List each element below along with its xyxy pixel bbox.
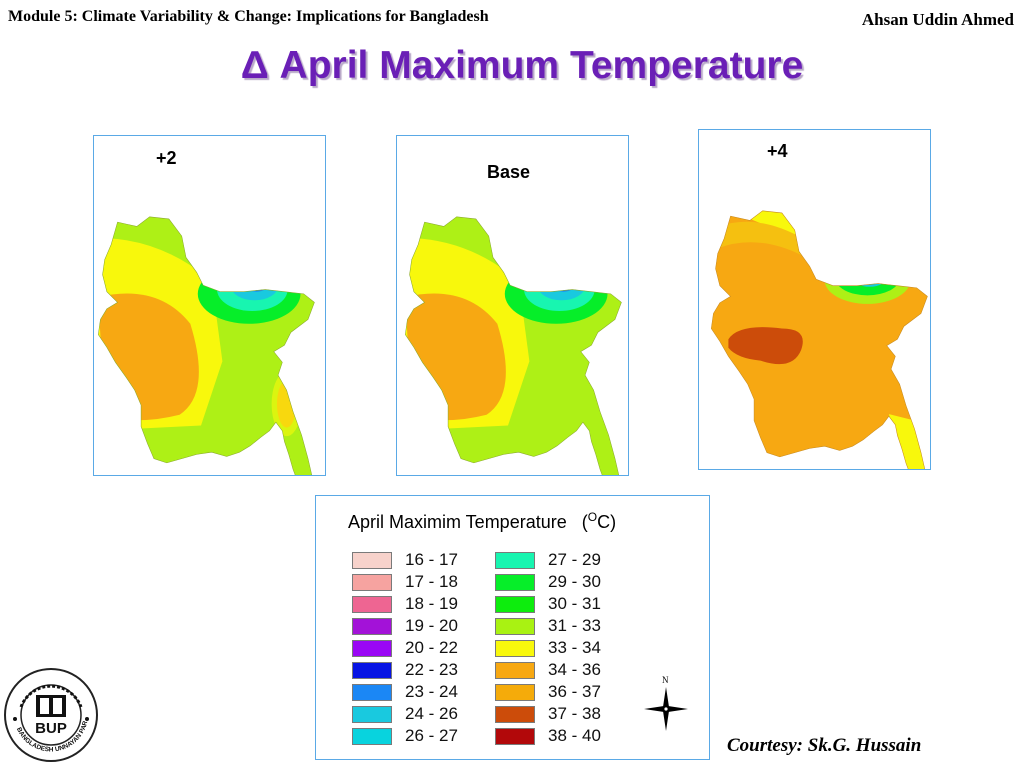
legend-item: 29 - 30 <box>495 572 645 594</box>
legend-item: 37 - 38 <box>495 704 645 726</box>
legend-item: 38 - 40 <box>495 726 645 748</box>
legend-range-label: 19 - 20 <box>405 616 458 635</box>
legend-range-label: 17 - 18 <box>405 572 458 591</box>
legend-swatch <box>352 706 392 723</box>
legend-item: 20 - 22 <box>352 638 502 660</box>
legend-unit-suffix: C) <box>597 512 617 532</box>
legend-swatch <box>352 728 392 745</box>
map-plus4: +4 <box>698 129 931 470</box>
legend-swatch <box>352 552 392 569</box>
legend-item: 27 - 29 <box>495 550 645 572</box>
page-title: Δ April Maximum Temperature <box>240 44 804 87</box>
map-plus2-graphic <box>97 216 315 475</box>
legend-range-label: 29 - 30 <box>548 572 601 591</box>
legend-swatch <box>495 706 535 723</box>
legend-swatch <box>495 640 535 657</box>
legend-swatch <box>352 574 392 591</box>
legend-item: 23 - 24 <box>352 682 502 704</box>
north-label: N <box>662 675 669 685</box>
legend-swatch <box>495 684 535 701</box>
legend-swatch <box>352 662 392 679</box>
map-label-plus2: +2 <box>156 148 177 168</box>
legend-title: April Maximim Temperature (OC) <box>348 510 616 533</box>
legend-range-label: 37 - 38 <box>548 704 601 723</box>
legend-range-label: 18 - 19 <box>405 594 458 613</box>
map-label-base: Base <box>487 162 531 182</box>
legend-range-label: 26 - 27 <box>405 726 458 745</box>
map-plus2: +2 <box>93 135 326 476</box>
legend-column-2: 27 - 29 29 - 30 30 - 31 31 - 33 33 - 34 34 - … <box>495 550 645 748</box>
legend-item: 22 - 23 <box>352 660 502 682</box>
legend-range-label: 36 - 37 <box>548 682 601 701</box>
legend-range-label: 16 - 17 <box>405 550 458 569</box>
courtesy-credit: Courtesy: Sk.G. Hussain <box>727 735 922 756</box>
legend-unit-sup: O <box>587 510 598 524</box>
legend-column-1: 16 - 17 17 - 18 18 - 19 19 - 20 20 - 22 22 - … <box>352 550 502 748</box>
legend-range-label: 20 - 22 <box>405 638 458 657</box>
legend-item: 17 - 18 <box>352 572 502 594</box>
legend-swatch <box>352 618 392 635</box>
map-label-plus4: +4 <box>767 141 788 161</box>
legend-range-label: 24 - 26 <box>405 704 458 723</box>
legend-item: 30 - 31 <box>495 594 645 616</box>
legend-range-label: 33 - 34 <box>548 638 601 657</box>
legend-swatch <box>352 596 392 613</box>
legend-swatch <box>495 728 535 745</box>
legend-range-label: 23 - 24 <box>405 682 458 701</box>
legend-swatch <box>495 574 535 591</box>
legend-range-label: 31 - 33 <box>548 616 601 635</box>
legend-range-label: 30 - 31 <box>548 594 601 613</box>
north-arrow-icon: N <box>644 675 688 731</box>
legend-swatch <box>495 596 535 613</box>
map-plus4-graphic <box>710 210 928 469</box>
legend-unit-prefix: ( <box>581 512 588 532</box>
legend-swatch <box>352 684 392 701</box>
author-name: Ahsan Uddin Ahmed <box>861 10 1014 29</box>
legend-title-text: April Maximim Temperature <box>348 512 567 532</box>
map-base: Base <box>396 135 629 476</box>
legend-item: 34 - 36 <box>495 660 645 682</box>
module-title: Module 5: Climate Variability & Change: … <box>8 8 489 25</box>
legend-swatch <box>495 662 535 679</box>
map-base-graphic <box>404 216 622 475</box>
legend-range-label: 34 - 36 <box>548 660 601 679</box>
legend-item: 33 - 34 <box>495 638 645 660</box>
legend-range-label: 27 - 29 <box>548 550 601 569</box>
legend-item: 36 - 37 <box>495 682 645 704</box>
legend-item: 18 - 19 <box>352 594 502 616</box>
legend-item: 19 - 20 <box>352 616 502 638</box>
legend-range-label: 38 - 40 <box>548 726 601 745</box>
legend-swatch <box>495 618 535 635</box>
legend-swatch <box>495 552 535 569</box>
legend-panel: April Maximim Temperature (OC) 16 - 17 17… <box>315 495 710 760</box>
legend-item: 24 - 26 <box>352 704 502 726</box>
legend-range-label: 22 - 23 <box>405 660 458 679</box>
legend-item: 16 - 17 <box>352 550 502 572</box>
legend-swatch <box>352 640 392 657</box>
logo-abbr: BUP <box>35 720 67 737</box>
legend-item: 31 - 33 <box>495 616 645 638</box>
bup-logo: BANGLADESH UNNAYAN PARISHAD BUP <box>3 667 98 762</box>
legend-item: 26 - 27 <box>352 726 502 748</box>
